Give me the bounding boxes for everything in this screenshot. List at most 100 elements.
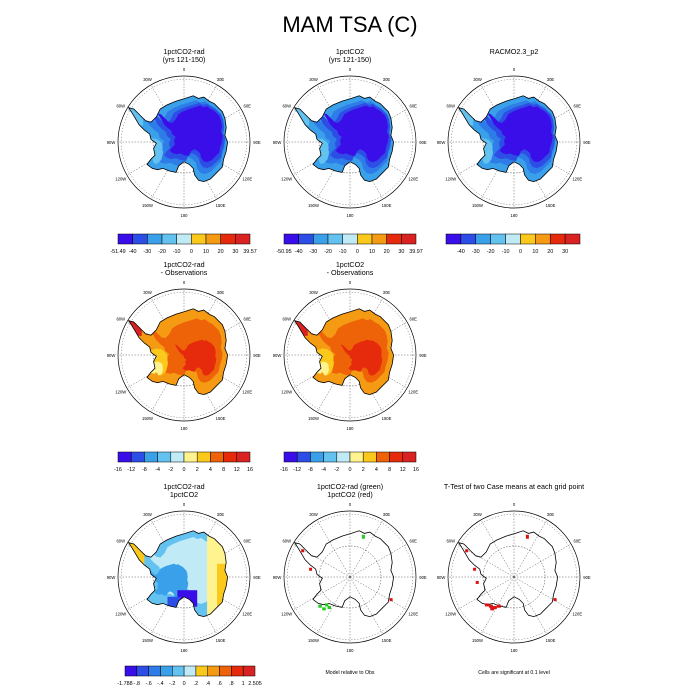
latitude-circle bbox=[121, 79, 247, 205]
lon-label: 0 bbox=[183, 67, 186, 72]
colorbar-tick-label: 0 bbox=[183, 681, 186, 687]
colorbar-box bbox=[342, 233, 358, 245]
lon-label: 90W bbox=[107, 353, 116, 358]
coastline bbox=[127, 308, 229, 396]
lon-label: 180 bbox=[347, 648, 355, 653]
lon-label: 60W bbox=[116, 539, 125, 544]
field-cell bbox=[487, 105, 553, 163]
colorbar-box bbox=[161, 233, 177, 245]
latitude-circle bbox=[287, 514, 413, 640]
lon-label: 90E bbox=[253, 353, 261, 358]
colorbar-box bbox=[327, 233, 343, 245]
lon-label: 120E bbox=[242, 390, 252, 395]
lon-label: 120W bbox=[281, 612, 292, 617]
latitude-circle bbox=[121, 292, 247, 418]
colorbar-box bbox=[336, 451, 351, 463]
colorbar-tick-label: -10 bbox=[502, 249, 510, 255]
lon-label: 150E bbox=[546, 203, 556, 208]
meridian-line bbox=[183, 576, 242, 611]
colorbar-tick-label: 0 bbox=[356, 249, 359, 255]
colorbar-box bbox=[207, 665, 220, 677]
colorbar-box bbox=[160, 665, 173, 677]
colorbar-box bbox=[445, 233, 462, 245]
panel-title: 1pctCO2-rad bbox=[163, 482, 204, 491]
colorbar-box bbox=[296, 451, 311, 463]
colorbar-tick-label: 1 bbox=[242, 681, 245, 687]
lon-label: 90E bbox=[419, 140, 427, 145]
colorbar-box bbox=[535, 233, 551, 245]
lon-label: 150W bbox=[142, 203, 153, 208]
colorbar-box bbox=[389, 451, 404, 463]
colorbar-tick-label: 12 bbox=[400, 467, 406, 473]
lon-label: 60W bbox=[282, 317, 291, 322]
colorbar-tick-label: 8 bbox=[388, 467, 391, 473]
colorbar-box bbox=[117, 451, 132, 463]
lon-label: 120E bbox=[408, 390, 418, 395]
colorbar-tick-label: -.2 bbox=[169, 681, 175, 687]
lon-label: 60E bbox=[573, 539, 581, 544]
colorbar-tick-label: -2 bbox=[334, 467, 339, 473]
map-boundary bbox=[447, 510, 581, 644]
significance-cell bbox=[327, 606, 332, 610]
significance-cell bbox=[484, 603, 489, 607]
lon-label: 180 bbox=[511, 648, 519, 653]
lon-label: 90E bbox=[419, 353, 427, 358]
colorbar-tick-label: -12 bbox=[293, 467, 301, 473]
colorbar-box bbox=[223, 451, 238, 463]
lon-label: 120W bbox=[445, 612, 456, 617]
map-panel-7: 1pctCO2-rad (green)1pctCO2 (red) 0 30E 60E 9… bbox=[273, 482, 427, 676]
colorbar-tick-label: -4 bbox=[155, 467, 160, 473]
significance-cell bbox=[553, 598, 557, 602]
significance-cell bbox=[473, 567, 477, 571]
colorbar-tick-label: -.4 bbox=[157, 681, 163, 687]
field-cell bbox=[157, 105, 223, 163]
lon-label: 90W bbox=[437, 140, 446, 145]
field-cell bbox=[217, 563, 228, 610]
colorbar-box bbox=[298, 233, 314, 245]
colorbar-box bbox=[242, 665, 256, 677]
colorbar-box bbox=[236, 451, 251, 463]
colorbar-box bbox=[172, 665, 185, 677]
panel-subtitle: - Observations bbox=[327, 268, 374, 277]
significance-cell bbox=[525, 534, 529, 539]
colorbar-tick-label: 2 bbox=[362, 467, 365, 473]
panel-title: T-Test of two Case means at each grid po… bbox=[444, 482, 584, 491]
lon-label: 150E bbox=[382, 638, 392, 643]
meridian-line bbox=[513, 576, 572, 611]
colorbar-tick-label: -10 bbox=[173, 249, 181, 255]
colorbar-box bbox=[132, 233, 148, 245]
coastline bbox=[457, 95, 559, 183]
lon-label: 90E bbox=[253, 575, 261, 580]
colorbar-box bbox=[117, 233, 133, 245]
meridian-line bbox=[183, 321, 242, 356]
colorbar-tick-label: -51.49 bbox=[110, 249, 125, 255]
lon-label: 90E bbox=[583, 575, 591, 580]
significance-cell bbox=[361, 534, 365, 539]
colorbar-tick-label: 10 bbox=[369, 249, 375, 255]
colorbar-2: -50.95 -40 -30 -20 -10 0 10 20 30 39.97 bbox=[276, 233, 423, 255]
colorbar-box bbox=[183, 665, 197, 677]
field-cell bbox=[340, 339, 383, 376]
significance-cell bbox=[465, 549, 469, 553]
lon-label: 30W bbox=[473, 77, 482, 82]
colorbar-tick-label: .6 bbox=[217, 681, 222, 687]
lon-label: 30E bbox=[217, 77, 225, 82]
colorbar-tick-label: -30 bbox=[309, 249, 317, 255]
map-panel-3: RACMO2.3_p2 0 30E 60E 90E 120E 150E 180 150W 120W… bbox=[437, 47, 591, 218]
colorbar-tick-label: 0 bbox=[183, 467, 186, 473]
colorbar-tick-label: 16 bbox=[247, 467, 253, 473]
lon-label: 90E bbox=[419, 575, 427, 580]
colorbar-5: -16 -12 -8 -4 -2 0 2 4 8 12 16 bbox=[280, 451, 419, 473]
lon-label: 0 bbox=[349, 67, 352, 72]
lon-label: 120W bbox=[445, 177, 456, 182]
panel-footer: Model relative to Obs bbox=[325, 670, 374, 676]
colorbar-tick-label: -16 bbox=[114, 467, 122, 473]
panel-subtitle: (yrs 121-150) bbox=[329, 55, 372, 64]
colorbar-tick-label: 20 bbox=[547, 249, 553, 255]
colorbar-tick-label: 30 bbox=[562, 249, 568, 255]
colorbar-tick-label: .4 bbox=[205, 681, 210, 687]
significance-cell bbox=[490, 607, 495, 611]
lon-label: 150E bbox=[216, 638, 226, 643]
colorbar-tick-label: 39.97 bbox=[409, 249, 423, 255]
